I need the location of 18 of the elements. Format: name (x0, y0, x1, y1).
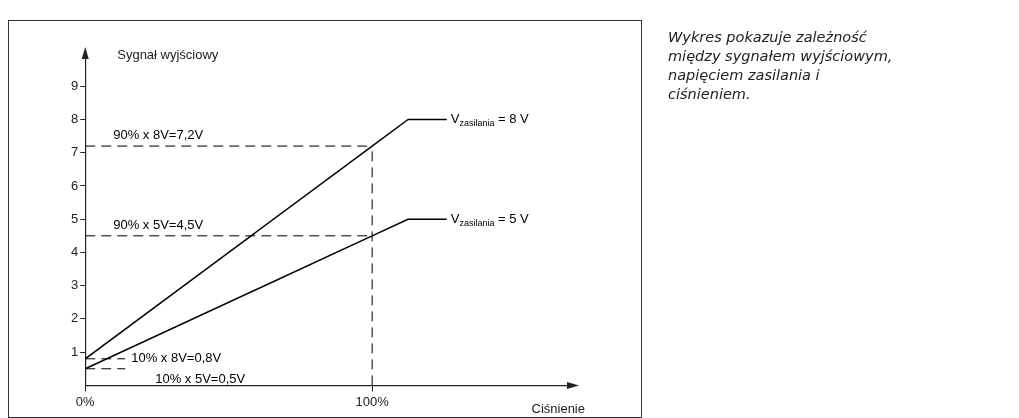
y-tick-label: 9 (71, 77, 79, 93)
y-tick-label: 2 (71, 310, 79, 326)
ref-line-label: 90% x 5V=4,5V (113, 216, 204, 232)
y-tick-label: 7 (71, 144, 79, 160)
text: Wykres pokazuje zależność między sygnałem wyjściowym, napięciem zasilania i ciśnieniem. (668, 28, 894, 104)
ref-line-label: 10% x 5V=0,5V (155, 370, 246, 386)
x-tick-label: 100% (355, 393, 390, 409)
x-tick-label: 0% (75, 393, 96, 409)
ref-line-label: 90% x 8V=7,2V (113, 127, 204, 143)
ref-line-label: 10% x 8V=0,8V (131, 350, 222, 366)
x-axis-title: Ciśnienie (531, 401, 585, 417)
y-tick-label: 3 (71, 277, 79, 293)
y-tick-label: 4 (71, 244, 79, 260)
y-tick-label: 1 (71, 343, 79, 359)
y-axis-title: Sygnał wyjściowy (117, 47, 219, 62)
y-tick-label: 8 (71, 111, 79, 127)
y-tick-label: 6 (71, 177, 79, 193)
y-tick-label: 5 (71, 210, 79, 226)
